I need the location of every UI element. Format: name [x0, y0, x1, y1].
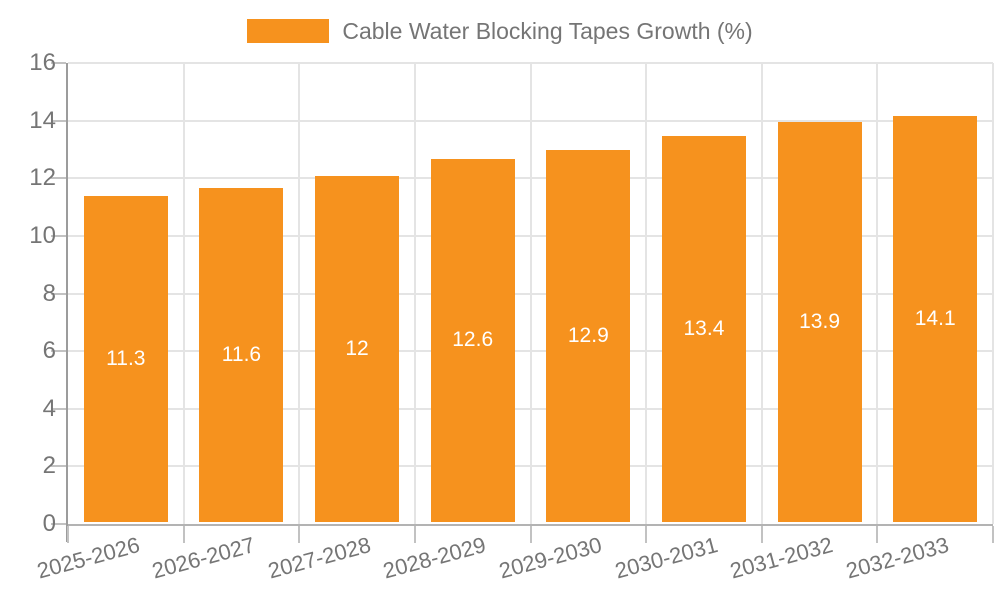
- legend-label: Cable Water Blocking Tapes Growth (%): [342, 17, 753, 44]
- y-axis-label: 16: [29, 49, 56, 76]
- x-axis-tick: [645, 526, 648, 543]
- bar-value-label: 12.9: [567, 324, 609, 348]
- x-axis-label: 2032-2033: [843, 532, 952, 584]
- x-axis-tick: [529, 526, 532, 543]
- x-axis-tick: [992, 526, 994, 543]
- x-gridline: [876, 63, 879, 524]
- y-axis-tick: [51, 350, 66, 353]
- bar-2028-2029[interactable]: 12.6: [430, 158, 515, 522]
- bar-2029-2030[interactable]: 12.9: [546, 150, 631, 522]
- y-axis-label: 4: [42, 394, 56, 422]
- x-axis-tick: [67, 526, 69, 543]
- x-axis-label: 2029-2030: [496, 532, 605, 584]
- y-axis-tick: [51, 177, 66, 180]
- x-axis-label: 2031-2032: [727, 532, 836, 584]
- y-axis-label: 14: [29, 106, 56, 134]
- x-gridline: [298, 63, 301, 524]
- y-axis-label: 12: [29, 164, 56, 192]
- y-axis-label: 0: [42, 510, 56, 537]
- bar-value-label: 12: [345, 337, 369, 361]
- bar-2026-2027[interactable]: 11.6: [199, 187, 284, 522]
- x-gridline: [182, 63, 185, 524]
- x-axis-tick: [760, 526, 763, 543]
- y-axis-label: 10: [29, 221, 56, 249]
- bar-value-label: 12.6: [452, 328, 494, 352]
- x-axis-tick: [876, 526, 879, 543]
- y-axis-label: 8: [42, 279, 56, 307]
- x-gridline: [645, 63, 648, 524]
- y-axis-line: [66, 63, 68, 542]
- y-axis-tick: [51, 465, 66, 468]
- y-axis-tick: [51, 407, 66, 410]
- bar-value-label: 11.6: [221, 342, 262, 366]
- bar-value-label: 13.4: [683, 316, 725, 340]
- bar-2025-2026[interactable]: 11.3: [83, 196, 168, 522]
- plot-area: 11.3 11.6 12 12.6 12.9 13.4 13.9 14.1: [51, 62, 994, 543]
- bar-value-label: 13.9: [799, 309, 840, 333]
- bar-value-label: 14.1: [914, 306, 956, 330]
- y-axis-tick: [51, 234, 66, 237]
- bar-2031-2032[interactable]: 13.9: [777, 121, 862, 522]
- y-axis-tick: [51, 119, 66, 122]
- x-axis-label: 2030-2031: [612, 532, 721, 584]
- bar-2032-2033[interactable]: 14.1: [893, 115, 978, 522]
- x-axis-tick: [182, 526, 185, 543]
- y-axis-tick: [51, 523, 66, 525]
- y-axis-tick: [51, 62, 66, 64]
- x-axis-label: 2028-2029: [380, 532, 489, 584]
- x-axis-label: 2027-2028: [265, 532, 374, 584]
- y-axis-label: 6: [42, 337, 56, 365]
- bar-value-label: 11.3: [106, 347, 146, 371]
- legend[interactable]: Cable Water Blocking Tapes Growth (%): [0, 17, 1000, 45]
- y-axis-label: 2: [42, 452, 56, 480]
- bar-2030-2031[interactable]: 13.4: [661, 135, 746, 522]
- x-axis-line: [68, 524, 993, 526]
- y-axis-tick: [51, 292, 66, 295]
- x-axis-label: 2025-2026: [33, 532, 143, 584]
- bar-2027-2028[interactable]: 12: [315, 176, 400, 522]
- x-axis-tick: [413, 526, 416, 543]
- legend-swatch-icon: [247, 19, 330, 43]
- x-gridline: [413, 63, 416, 524]
- x-gridline: [760, 63, 763, 524]
- x-axis-label: 2026-2027: [149, 532, 258, 584]
- x-gridline: [992, 63, 994, 524]
- x-gridline: [529, 63, 532, 524]
- x-axis-tick: [298, 526, 301, 543]
